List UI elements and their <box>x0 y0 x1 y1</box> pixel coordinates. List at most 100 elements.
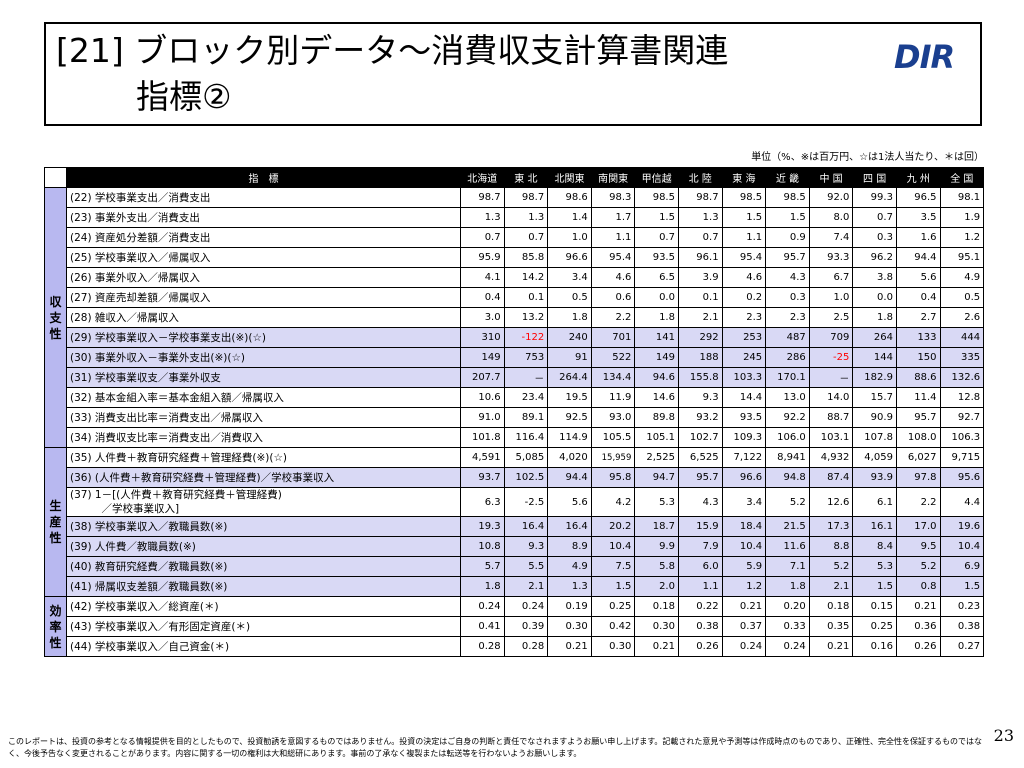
value-cell: 11.4 <box>895 387 941 408</box>
value-cell: 0.25 <box>852 616 897 637</box>
value-cell: 13.0 <box>765 387 810 408</box>
value-cell: 1.8 <box>765 576 810 597</box>
value-cell: 18.4 <box>721 516 767 537</box>
indicator-table: 指 標 北海道 東 北 北関東 南関東 甲信越 北 陸 東 海 近 畿 中 国 … <box>44 167 985 657</box>
table-row: (44) 学校事業収入／自己資金(＊) 0.28 0.28 0.21 0.30 0.21 0… <box>45 636 985 657</box>
value-cell: 2.1 <box>808 576 854 597</box>
page-subtitle: 指標② <box>136 77 232 116</box>
title-box: [21] ブロック別データ～消費収支計算書関連 指標② DIR <box>44 22 982 126</box>
value-cell: 98.7 <box>503 187 549 208</box>
value-cell: 12.8 <box>939 387 985 408</box>
indicator-label: (35) 人件費＋教育研究経費＋管理経費(※)(☆) <box>66 447 461 468</box>
value-cell: 207.7 <box>460 367 505 388</box>
value-cell: 0.16 <box>852 636 897 657</box>
value-cell: 0.8 <box>895 576 941 597</box>
value-cell: 8.8 <box>808 536 854 557</box>
value-cell: 10.4 <box>939 536 985 557</box>
value-cell: 10.4 <box>721 536 767 557</box>
value-cell: 0.19 <box>547 596 592 617</box>
value-cell: 23.4 <box>503 387 549 408</box>
value-cell: 98.5 <box>765 187 810 208</box>
value-cell: 96.2 <box>852 247 897 268</box>
indicator-label: (28) 雑収入／帰属収入 <box>66 307 461 328</box>
value-cell: 4.6 <box>590 267 636 288</box>
value-cell: 2.6 <box>939 307 985 328</box>
value-cell: 0.21 <box>547 636 592 657</box>
value-cell: 93.5 <box>634 247 679 268</box>
value-cell: 3.4 <box>721 487 767 517</box>
column-header: 四 国 <box>852 167 897 188</box>
value-cell: 102.5 <box>503 467 549 488</box>
table-row: (30) 事業外収入－事業外支出(※)(☆) 149 753 91 522 149 188 2… <box>45 347 985 368</box>
value-cell: 0.21 <box>721 596 767 617</box>
value-cell: 114.9 <box>547 427 592 448</box>
value-cell: 102.7 <box>677 427 723 448</box>
value-cell: 98.7 <box>677 187 723 208</box>
value-cell: 0.3 <box>765 287 810 308</box>
value-cell: 240 <box>547 327 592 348</box>
value-cell: 98.3 <box>590 187 636 208</box>
value-cell: 9.3 <box>503 536 549 557</box>
value-cell: 93.2 <box>677 407 723 428</box>
indicator-label: (29) 学校事業収入－学校事業支出(※)(☆) <box>66 327 461 348</box>
indicator-label: (23) 事業外支出／消費支出 <box>66 207 461 228</box>
value-cell: 4.2 <box>590 487 636 517</box>
column-header: 指 標 <box>66 167 461 188</box>
value-cell: 0.1 <box>503 287 549 308</box>
value-cell: 4.9 <box>547 556 592 577</box>
value-cell: 1.3 <box>503 207 549 228</box>
value-cell: 3.0 <box>460 307 505 328</box>
value-cell: 2.1 <box>503 576 549 597</box>
value-cell: 0.27 <box>939 636 985 657</box>
value-cell: 4,059 <box>852 447 897 468</box>
table-row: (25) 学校事業収入／帰属収入 95.9 85.8 96.6 95.4 93.5 96.1… <box>45 247 985 268</box>
page-number: 23 <box>993 726 1014 745</box>
value-cell: 5,085 <box>503 447 549 468</box>
value-cell: 0.7 <box>460 227 505 248</box>
value-cell: 0.0 <box>852 287 897 308</box>
value-cell: 6.1 <box>852 487 897 517</box>
table-row: 生産性 (35) 人件費＋教育研究経費＋管理経費(※)(☆) 4,591 5,085 4… <box>44 447 985 597</box>
column-header: 北 陸 <box>677 167 723 188</box>
value-cell: 0.38 <box>939 616 985 637</box>
value-cell: 10.6 <box>460 387 505 408</box>
value-cell: 0.24 <box>460 596 505 617</box>
value-cell: 6.7 <box>808 267 854 288</box>
value-cell: 98.1 <box>939 187 985 208</box>
value-cell: 95.4 <box>721 247 767 268</box>
table-header-row: 指 標 北海道 東 北 北関東 南関東 甲信越 北 陸 東 海 近 畿 中 国 … <box>44 167 985 188</box>
value-cell: 16.1 <box>852 516 897 537</box>
value-cell: 1.5 <box>721 207 767 228</box>
value-cell: 7.9 <box>677 536 723 557</box>
corner-cell <box>44 167 67 188</box>
value-cell: 0.18 <box>634 596 679 617</box>
value-cell: 95.7 <box>677 467 723 488</box>
value-cell: 0.36 <box>895 616 941 637</box>
value-cell: 0.5 <box>547 287 592 308</box>
value-cell: 95.9 <box>460 247 505 268</box>
value-cell: -2.5 <box>503 487 549 517</box>
value-cell: 0.6 <box>590 287 636 308</box>
indicator-label: (40) 教育研究経費／教職員数(※) <box>66 556 461 577</box>
value-cell: 753 <box>503 347 549 368</box>
value-cell: 9.5 <box>895 536 941 557</box>
value-cell: 1.2 <box>939 227 985 248</box>
column-header: 甲信越 <box>634 167 679 188</box>
value-cell: 188 <box>677 347 723 368</box>
value-cell: 0.15 <box>852 596 897 617</box>
value-cell: 20.2 <box>590 516 636 537</box>
value-cell: 19.3 <box>460 516 505 537</box>
value-cell: 5.9 <box>721 556 767 577</box>
value-cell: 155.8 <box>677 367 723 388</box>
value-cell: 0.39 <box>503 616 549 637</box>
table-row: 効率性 (42) 学校事業収入／総資産(＊) 0.24 0.24 0.19 0.25 0.1… <box>44 596 985 657</box>
value-cell: 93.7 <box>460 467 505 488</box>
value-cell: 107.8 <box>852 427 897 448</box>
value-cell: 0.9 <box>765 227 810 248</box>
column-header: 東 海 <box>721 167 767 188</box>
value-cell: 0.0 <box>634 287 679 308</box>
value-cell: 7.1 <box>765 556 810 577</box>
value-cell: 18.7 <box>634 516 679 537</box>
value-cell: 93.3 <box>808 247 854 268</box>
value-cell: 109.3 <box>721 427 767 448</box>
